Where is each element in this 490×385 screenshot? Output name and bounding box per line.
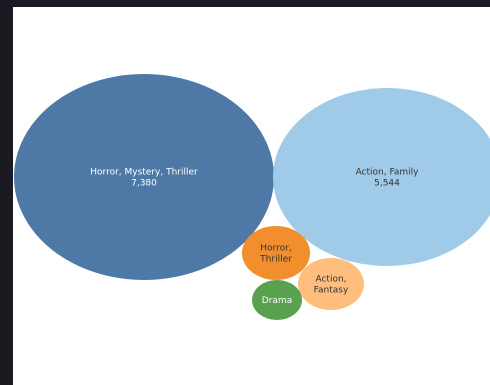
bubble-label: Horror, [260, 244, 291, 254]
bubble-label: Fantasy [314, 286, 349, 296]
bubble-label: Action, [315, 275, 346, 285]
bubble[interactable]: Drama [252, 280, 302, 320]
bubble-shape[interactable] [298, 258, 364, 310]
bubble-label: Drama [262, 296, 292, 306]
bubble[interactable]: Horror,Thriller [242, 226, 310, 280]
bubble-shape[interactable] [242, 226, 310, 280]
bubble-value: 5,544 [374, 179, 400, 189]
bubble-shape[interactable] [252, 280, 302, 320]
bubble-shape[interactable] [273, 88, 490, 266]
bubble-label: Horror, Mystery, Thriller [90, 168, 198, 178]
bubble[interactable]: Action,Fantasy [298, 258, 364, 310]
bubble-label: Action, Family [356, 168, 420, 178]
bubble-shape[interactable] [14, 74, 274, 280]
bubble-value: 7,380 [131, 179, 157, 189]
chart-canvas: Horror, Mystery, Thriller 7,380 Action, Fa… [13, 7, 490, 385]
bubble-label: Thriller [259, 255, 292, 265]
